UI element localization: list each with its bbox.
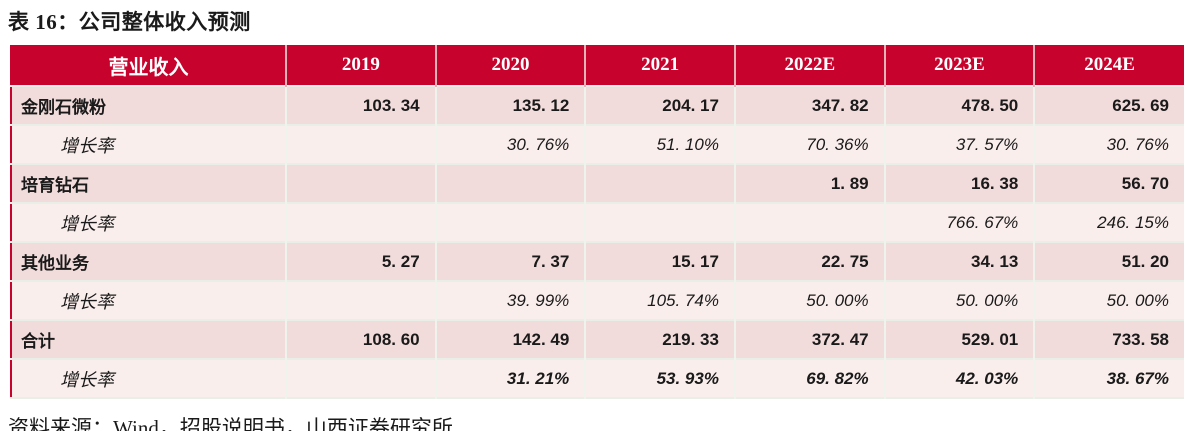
row-label: 增长率 — [11, 358, 287, 398]
table-cell: 51. 20 — [1034, 241, 1184, 281]
table-header: 营业收入 2019 2020 2021 2022E 2023E 2024E — [11, 45, 1184, 86]
table-cell: 56. 70 — [1034, 163, 1184, 203]
table-cell: 30. 76% — [1034, 124, 1184, 164]
table-row: 增长率 766. 67% 246. 15% — [11, 202, 1184, 242]
table-cell — [286, 280, 437, 320]
column-header-year: 2020 — [435, 45, 587, 86]
column-header-year: 2022E — [734, 45, 886, 86]
column-header-year: 2024E — [1034, 45, 1184, 86]
table-cell: 22. 75 — [734, 241, 886, 281]
table-row: 其他业务 5. 27 7. 37 15. 17 22. 75 34. 13 51. 20 — [11, 241, 1184, 281]
table-cell: 5. 27 — [286, 241, 437, 281]
table-cell: 39. 99% — [435, 280, 587, 320]
table-cell: 37. 57% — [884, 124, 1036, 164]
table-cell: 1. 89 — [734, 163, 886, 203]
table-body: 金刚石微粉 103. 34 135. 12 204. 17 347. 82 478. 50… — [11, 85, 1184, 398]
table-cell: 246. 15% — [1034, 202, 1184, 242]
table-cell — [286, 358, 437, 398]
table-cell: 69. 82% — [734, 358, 886, 398]
table-cell: 204. 17 — [585, 85, 736, 125]
table-cell: 51. 10% — [585, 124, 736, 164]
table-cell: 105. 74% — [585, 280, 736, 320]
source-note: 资料来源：Wind，招股说明书，山西证券研究所 — [8, 416, 453, 431]
table-cell: 625. 69 — [1034, 85, 1184, 125]
table-row: 增长率 30. 76% 51. 10% 70. 36% 37. 57% 30. 76% — [11, 124, 1184, 164]
table-cell: 30. 76% — [435, 124, 587, 164]
table-cell: 142. 49 — [435, 319, 587, 359]
column-header-year: 2021 — [585, 45, 736, 86]
column-header-year: 2019 — [286, 45, 437, 86]
table-cell: 219. 33 — [585, 319, 736, 359]
table-cell: 108. 60 — [286, 319, 437, 359]
table-cell: 31. 21% — [435, 358, 587, 398]
table-row: 增长率 31. 21% 53. 93% 69. 82% 42. 03% 38. 67% — [11, 358, 1184, 398]
table-cell — [734, 202, 886, 242]
table-cell: 50. 00% — [884, 280, 1036, 320]
column-header-revenue: 营业收入 — [11, 45, 287, 86]
table-cell: 733. 58 — [1034, 319, 1184, 359]
table-cell: 7. 37 — [435, 241, 587, 281]
table-cell: 38. 67% — [1034, 358, 1184, 398]
row-label: 金刚石微粉 — [11, 85, 287, 125]
row-label: 增长率 — [11, 202, 287, 242]
table-cell: 70. 36% — [734, 124, 886, 164]
row-label: 培育钻石 — [11, 163, 287, 203]
table-cell: 372. 47 — [734, 319, 886, 359]
table-cell — [286, 124, 437, 164]
table-cell — [585, 163, 736, 203]
table-cell: 766. 67% — [884, 202, 1036, 242]
table-cell — [435, 163, 587, 203]
column-header-year: 2023E — [884, 45, 1036, 86]
table-cell: 478. 50 — [884, 85, 1036, 125]
header-row: 营业收入 2019 2020 2021 2022E 2023E 2024E — [11, 45, 1184, 86]
table-cell: 50. 00% — [734, 280, 886, 320]
table-title: 表 16：公司整体收入预测 — [8, 10, 251, 34]
table-cell — [435, 202, 587, 242]
table-cell: 42. 03% — [884, 358, 1036, 398]
table-cell: 53. 93% — [585, 358, 736, 398]
table-cell: 347. 82 — [734, 85, 886, 125]
table-row: 培育钻石 1. 89 16. 38 56. 70 — [11, 163, 1184, 203]
row-label: 合计 — [11, 319, 287, 359]
row-label: 其他业务 — [11, 241, 287, 281]
revenue-forecast-table: 营业收入 2019 2020 2021 2022E 2023E 2024E 金刚石微粉 103… — [10, 45, 1184, 399]
table-cell — [286, 202, 437, 242]
table-cell — [585, 202, 736, 242]
table-row: 金刚石微粉 103. 34 135. 12 204. 17 347. 82 478. 50… — [11, 85, 1184, 125]
table-cell: 15. 17 — [585, 241, 736, 281]
table-cell: 50. 00% — [1034, 280, 1184, 320]
table-cell — [286, 163, 437, 203]
row-label: 增长率 — [11, 280, 287, 320]
table-row: 合计 108. 60 142. 49 219. 33 372. 47 529. 01 733… — [11, 319, 1184, 359]
table-cell: 16. 38 — [884, 163, 1036, 203]
table-cell: 34. 13 — [884, 241, 1036, 281]
table-cell: 529. 01 — [884, 319, 1036, 359]
table-cell: 103. 34 — [286, 85, 437, 125]
row-label: 增长率 — [11, 124, 287, 164]
table-cell: 135. 12 — [435, 85, 587, 125]
table-row: 增长率 39. 99% 105. 74% 50. 00% 50. 00% 50. 00% — [11, 280, 1184, 320]
